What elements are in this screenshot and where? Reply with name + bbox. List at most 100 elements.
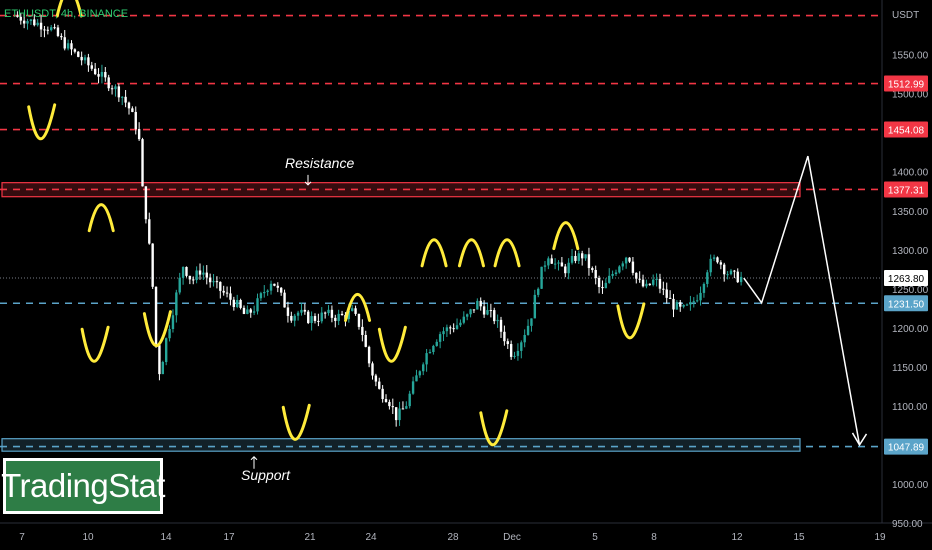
candle-body-148 (516, 350, 520, 356)
candle-body-207 (716, 257, 719, 263)
candle-body-7 (39, 22, 43, 30)
candle-body-213 (736, 271, 739, 283)
highlight-u-6 (616, 302, 646, 340)
candle-body-158 (550, 258, 553, 264)
projection-arrowhead (851, 432, 868, 447)
candle-body-111 (391, 406, 394, 408)
candle-body-108 (381, 388, 384, 400)
candle-body-78 (279, 287, 283, 293)
price-axis[interactable]: 950.001000.001050.001100.001150.001200.0… (892, 51, 929, 530)
price-tag-1: 1512.99 (888, 80, 925, 91)
x-tick-label-6: 28 (447, 532, 459, 543)
candle-body-196 (679, 302, 682, 307)
price-tag-5: 1047.89 (888, 443, 925, 454)
candle-body-186 (645, 283, 648, 287)
candle-body-154 (537, 288, 540, 295)
candle-body-29 (114, 86, 117, 90)
price-tag-4: 1231.50 (888, 299, 925, 310)
highlight-n-0 (87, 203, 115, 233)
candle-body-51 (188, 275, 192, 280)
candle-body-135 (472, 309, 476, 311)
candle-body-81 (290, 315, 293, 321)
candle-body-146 (509, 344, 513, 357)
candle-body-66 (239, 300, 242, 308)
highlight-u-5 (479, 409, 509, 447)
candle-body-161 (560, 262, 564, 267)
candle-body-64 (232, 299, 236, 307)
candle-body-27 (107, 77, 110, 89)
candle-body-182 (631, 261, 635, 273)
candle-body-164 (570, 255, 574, 263)
candle-body-113 (398, 408, 401, 421)
candle-body-43 (161, 362, 165, 375)
candle-body-185 (641, 279, 645, 287)
candle-body-41 (154, 286, 158, 346)
candle-body-116 (408, 393, 411, 407)
candle-body-1 (19, 16, 22, 21)
candle-body-109 (384, 399, 388, 402)
candle-body-204 (706, 272, 709, 284)
candle-body-59 (215, 281, 219, 283)
candle-body-3 (26, 21, 29, 24)
candle-body-167 (580, 253, 584, 259)
candle-body-72 (259, 293, 263, 299)
support-pointer-arrow (250, 456, 258, 469)
candle-body-19 (80, 56, 83, 61)
y-tick-label-10: 1500.00 (892, 90, 929, 101)
candle-body-95 (337, 313, 340, 321)
time-axis[interactable]: 7 10 14 17 21 24 28 Dec 5 8 12 15 19 (19, 532, 886, 543)
candle-body-5 (33, 19, 36, 26)
candle-body-96 (340, 313, 344, 316)
candle-body-115 (405, 406, 408, 409)
highlight-n-6 (55, 0, 83, 18)
candle-body-93 (330, 309, 334, 318)
candle-body-209 (723, 264, 726, 275)
candle-body-125 (438, 334, 442, 342)
y-tick-label-1: 1000.00 (892, 480, 929, 491)
candle-body-150 (523, 334, 526, 343)
highlight-u-0 (27, 103, 57, 141)
candle-body-118 (415, 375, 418, 382)
candle-body-171 (594, 270, 597, 279)
candle-body-162 (564, 266, 567, 274)
candle-body-34 (131, 108, 134, 112)
candle-body-35 (134, 111, 137, 129)
candle-body-39 (148, 219, 151, 244)
candle-body-55 (202, 272, 205, 275)
candle-body-178 (618, 266, 621, 273)
candle-body-202 (699, 292, 702, 301)
candle-body-38 (144, 186, 148, 220)
candle-body-90 (320, 312, 323, 322)
highlight-n-1 (344, 292, 372, 322)
price-tag-bg-1 (884, 75, 928, 92)
candle-body-82 (293, 315, 296, 321)
candle-body-174 (604, 282, 608, 289)
candle-body-40 (151, 243, 154, 287)
candle-body-47 (175, 292, 178, 316)
y-tick-label-4: 1150.00 (892, 363, 928, 374)
candle-body-48 (178, 277, 181, 293)
candle-body-31 (121, 96, 124, 98)
x-tick-label-12: 19 (874, 532, 886, 543)
candle-body-13 (60, 35, 63, 38)
y-tick-label-3: 1100.00 (892, 402, 928, 413)
support-label: Support (241, 467, 291, 483)
y-tick-label-5: 1200.00 (892, 324, 929, 335)
candle-body-149 (520, 342, 523, 351)
x-tick-label-11: 15 (793, 532, 805, 543)
candle-body-119 (418, 371, 422, 376)
candle-body-91 (323, 312, 327, 314)
highlight-n-2 (420, 238, 448, 268)
price-tag-bg-4 (884, 295, 928, 312)
candle-body-105 (371, 363, 374, 376)
candle-body-141 (493, 310, 496, 322)
candle-body-175 (608, 275, 611, 283)
candle-body-201 (695, 300, 699, 302)
candle-body-107 (378, 381, 381, 389)
candle-body-87 (310, 316, 313, 324)
candle-body-56 (205, 272, 208, 278)
candle-body-165 (574, 255, 577, 261)
candle-body-168 (584, 254, 587, 259)
price-tags: 1512.99 1454.08 1377.31 1231.50 1047.89 1263.… (884, 75, 928, 455)
symbol-title[interactable]: ETHUSDT, 4h, BINANCE (4, 8, 129, 20)
